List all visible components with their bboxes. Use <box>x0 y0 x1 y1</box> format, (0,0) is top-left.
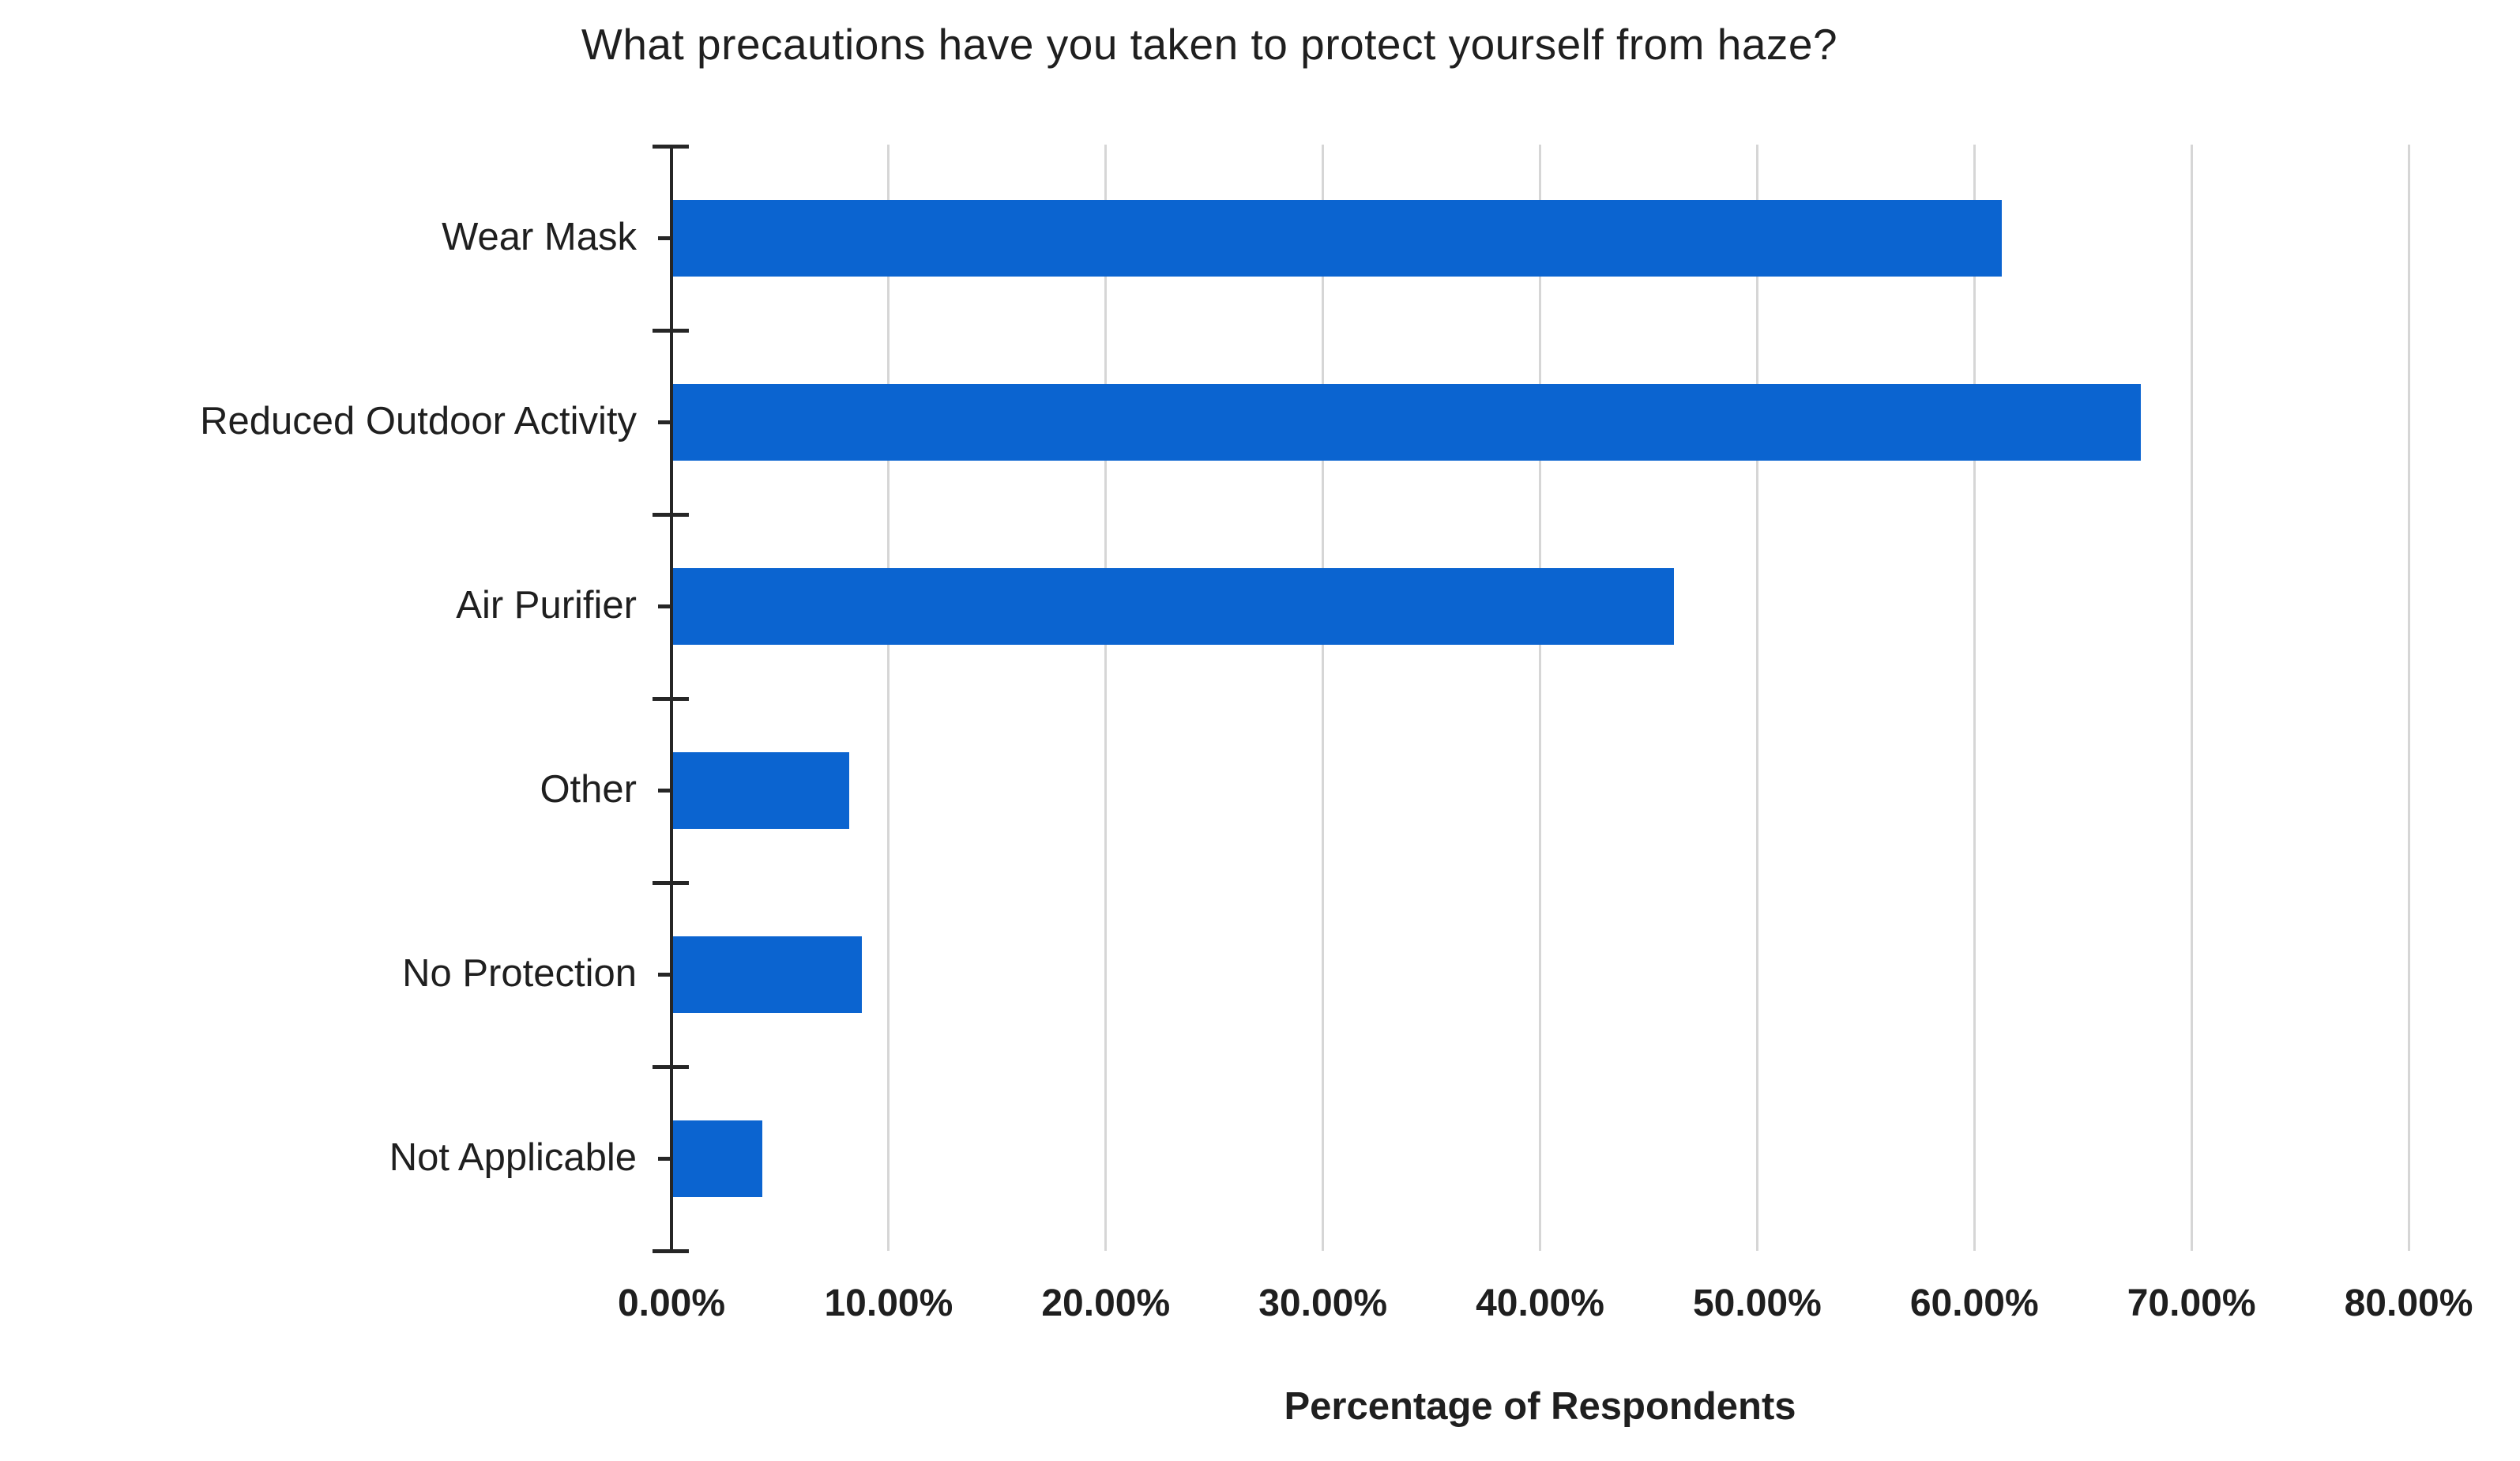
chart-title: What precautions have you taken to prote… <box>581 20 1838 69</box>
x-tick-label-70.00%: 70.00% <box>2127 1282 2256 1324</box>
category-boundary-tick <box>653 328 689 333</box>
category-label-other: Other <box>540 767 637 811</box>
x-tick-label-20.00%: 20.00% <box>1041 1282 1171 1324</box>
category-label-wear-mask: Wear Mask <box>442 215 637 258</box>
gridline-70.00% <box>2190 145 2193 1251</box>
x-axis-title: Percentage of Respondents <box>1284 1385 1796 1428</box>
x-tick-label-80.00%: 80.00% <box>2344 1282 2473 1324</box>
category-boundary-tick <box>653 512 689 517</box>
bar-not-applicable <box>673 1120 762 1197</box>
gridline-30.00% <box>1322 145 1325 1251</box>
category-boundary-tick <box>653 1248 689 1253</box>
x-tick-label-10.00%: 10.00% <box>824 1282 953 1324</box>
x-tick-label-0.00%: 0.00% <box>617 1282 726 1324</box>
gridline-60.00% <box>1973 145 1976 1251</box>
x-tick-label-50.00%: 50.00% <box>1692 1282 1822 1324</box>
category-label-no-protection: No Protection <box>402 951 637 995</box>
category-center-tick <box>658 420 685 424</box>
category-boundary-tick <box>653 1064 689 1069</box>
gridline-50.00% <box>1755 145 1758 1251</box>
category-center-tick <box>658 789 685 793</box>
category-center-tick <box>658 604 685 608</box>
bar-no-protection <box>673 936 863 1013</box>
category-boundary-tick <box>653 696 689 701</box>
gridline-80.00% <box>2407 145 2410 1251</box>
bar-wear-mask <box>673 200 2003 277</box>
category-label-not-applicable: Not Applicable <box>389 1135 637 1179</box>
x-tick-label-40.00%: 40.00% <box>1476 1282 1604 1324</box>
bar-air-purifier <box>673 568 1675 645</box>
x-tick-label-60.00%: 60.00% <box>1909 1282 2039 1324</box>
bar-other <box>673 752 849 829</box>
category-center-tick <box>658 973 685 977</box>
gridline-20.00% <box>1104 145 1108 1251</box>
x-tick-label-30.00%: 30.00% <box>1258 1282 1388 1324</box>
category-boundary-tick <box>653 144 689 149</box>
category-center-tick <box>658 236 685 240</box>
category-label-air-purifier: Air Purifier <box>456 583 637 627</box>
category-boundary-tick <box>653 880 689 885</box>
gridline-40.00% <box>1539 145 1541 1251</box>
gridline-10.00% <box>887 145 890 1251</box>
category-center-tick <box>658 1157 685 1161</box>
bar-reduced-outdoor-activity <box>673 384 2142 461</box>
category-label-reduced-outdoor-activity: Reduced Outdoor Activity <box>200 399 637 442</box>
